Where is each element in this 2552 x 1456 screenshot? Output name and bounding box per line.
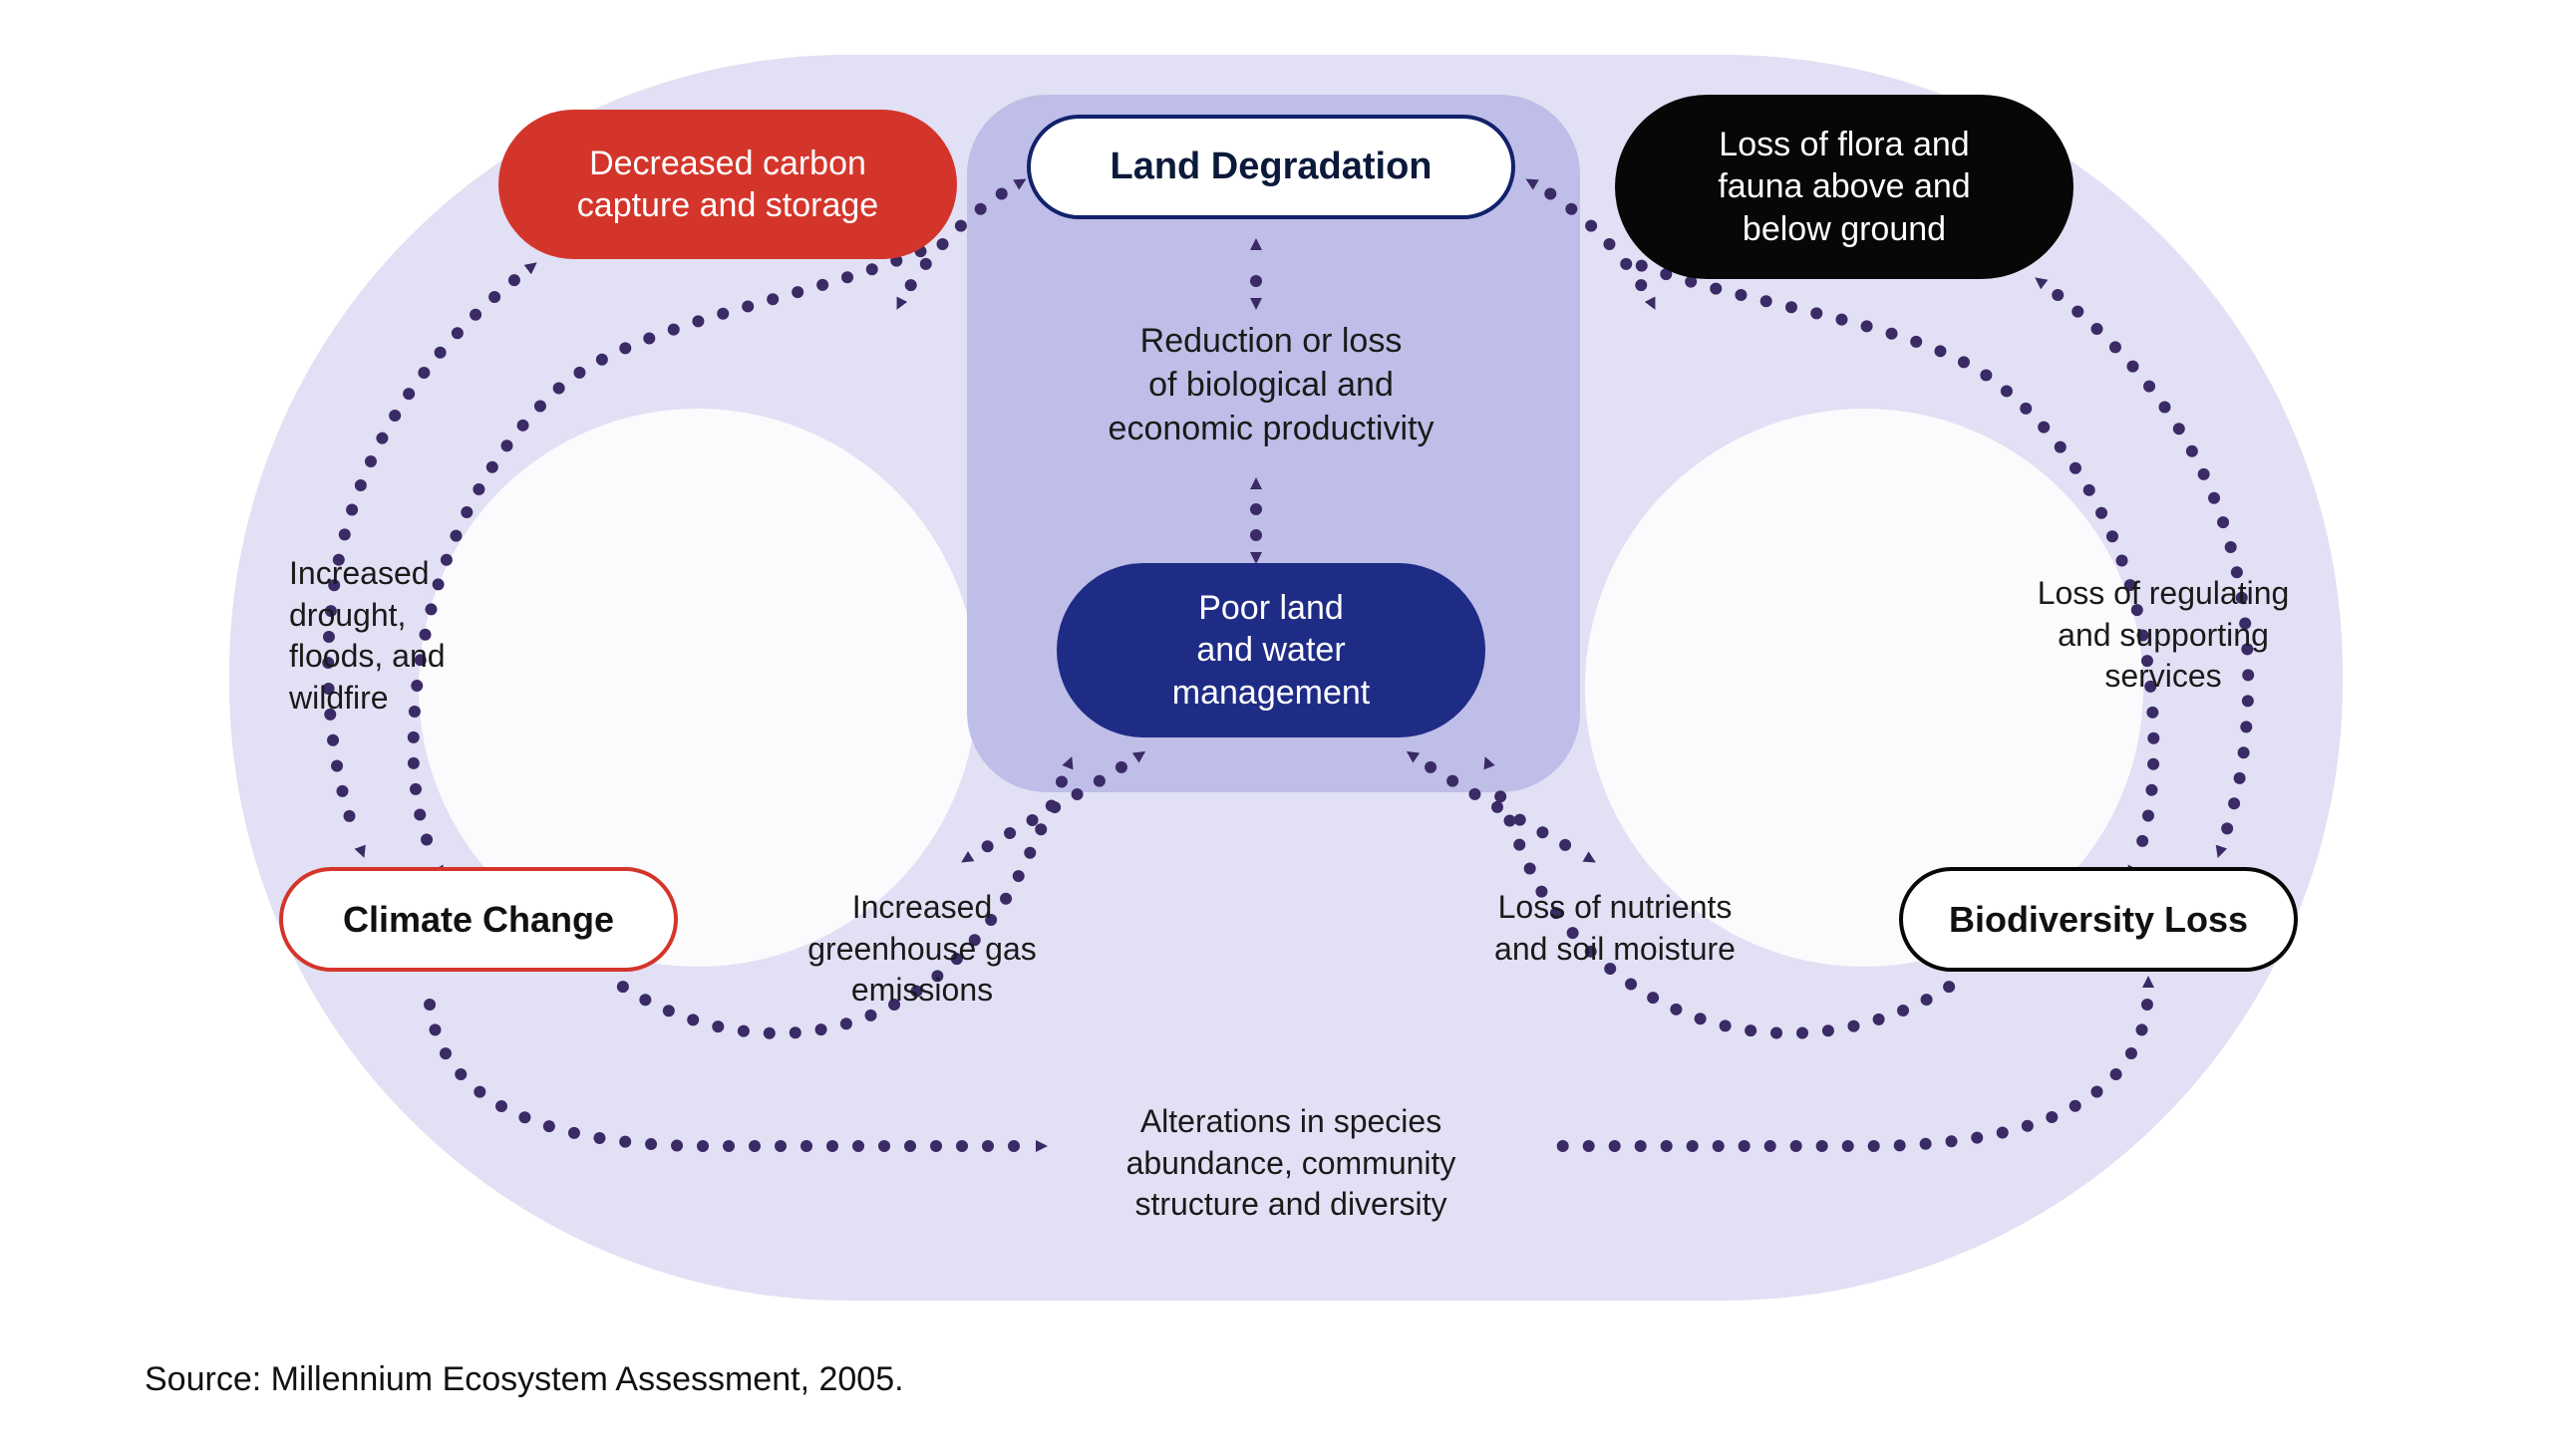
source-citation: Source: Millennium Ecosystem Assessment,… [145,1360,904,1399]
node-biodiversity_loss: Biodiversity Loss [1899,867,2298,972]
node-decreased_carbon: Decreased carbon capture and storage [498,110,957,259]
label-loss_regulating: Loss of regulating and supporting servic… [2004,573,2323,698]
node-poor_land: Poor land and water management [1057,563,1485,737]
label-center: Reduction or loss of biological and econ… [1072,319,1470,451]
label-increased_ghg: Increased greenhouse gas emissions [753,887,1092,1012]
node-land_degradation: Land Degradation [1027,115,1515,219]
label-loss_nutrients: Loss of nutrients and soil moisture [1436,887,1794,970]
node-climate_change: Climate Change [279,867,678,972]
node-loss_flora: Loss of flora and fauna above and below … [1615,95,2074,279]
label-alterations: Alterations in species abundance, commun… [1072,1101,1510,1226]
label-increased_drought: Increased drought, floods, and wildfire [289,553,528,719]
